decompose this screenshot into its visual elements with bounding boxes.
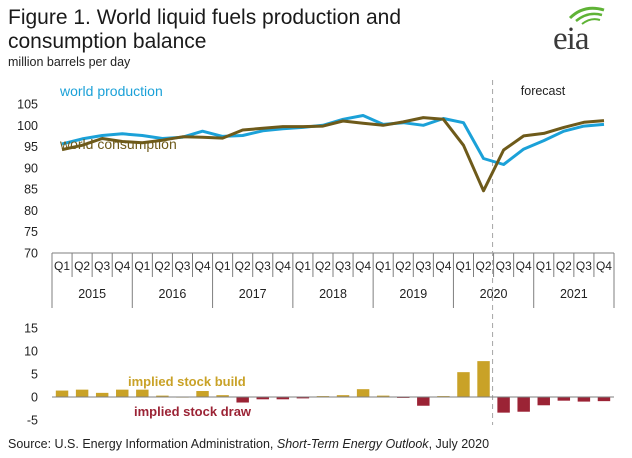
x-tick-label: Q1 (215, 259, 231, 273)
x-tick-label: Q1 (134, 259, 150, 273)
x-tick-label: Q3 (94, 259, 110, 273)
x-tick-label: Q3 (335, 259, 351, 273)
stock-build-bar (75, 389, 89, 397)
stock-build-bar (457, 372, 470, 397)
stock-draw-label: implied stock draw (134, 404, 252, 419)
stock-build-bar (477, 361, 490, 397)
stock-build-bar (55, 390, 69, 397)
y-axis-units: million barrels per day (8, 55, 131, 69)
stock-build-bar (356, 389, 370, 397)
stock-draw-bar (537, 397, 550, 406)
eia-logo: eia (540, 2, 626, 62)
y-tick-label: 70 (24, 247, 38, 261)
y-tick-label: 90 (24, 161, 38, 175)
x-tick-label: Q3 (496, 259, 512, 273)
stock-draw-bar (256, 397, 269, 400)
source-suffix: , July 2020 (428, 437, 490, 451)
x-tick-label: Q4 (195, 259, 211, 273)
stock-build-bar (196, 391, 209, 397)
y-tick-label: 95 (24, 140, 38, 154)
bar-y-tick-label: 10 (24, 345, 38, 359)
stock-build-bar (336, 395, 350, 397)
year-label: 2015 (78, 287, 106, 301)
year-label: 2019 (399, 287, 427, 301)
bar-y-tick-label: 5 (31, 368, 38, 382)
bar-y-tick-label: 0 (31, 391, 38, 405)
stock-draw-bar (236, 397, 249, 403)
x-tick-label: Q3 (174, 259, 190, 273)
x-tick-label: Q2 (154, 259, 170, 273)
logo-text: eia (553, 21, 589, 57)
stock-build-bar (216, 395, 229, 397)
year-label: 2016 (159, 287, 187, 301)
forecast-label: forecast (521, 84, 566, 98)
x-tick-label: Q2 (395, 259, 411, 273)
consumption-line (61, 116, 605, 193)
stock-build-bar (156, 395, 169, 397)
y-tick-label: 85 (24, 183, 38, 197)
stock-draw-bar (296, 397, 310, 399)
x-tick-label: Q4 (275, 259, 291, 273)
x-tick-label: Q4 (516, 259, 532, 273)
stock-draw-bar (276, 397, 290, 400)
x-tick-label: Q3 (255, 259, 271, 273)
x-tick-label: Q2 (235, 259, 251, 273)
chart-title: Figure 1. World liquid fuels production … (8, 6, 402, 53)
x-tick-label: Q4 (355, 259, 371, 273)
source-publication: Short-Term Energy Outlook (276, 437, 429, 451)
stock-draw-bar (497, 397, 510, 413)
logo-arcs-icon (568, 6, 605, 25)
x-tick-label: Q2 (556, 259, 572, 273)
bar-y-tick-label: -5 (27, 414, 38, 428)
x-tick-label: Q1 (536, 259, 552, 273)
stock-build-bar (376, 395, 390, 397)
x-tick-label: Q2 (74, 259, 90, 273)
source-note: Source: U.S. Energy Information Administ… (8, 437, 489, 451)
x-tick-label: Q1 (54, 259, 70, 273)
stock-draw-bar (597, 397, 611, 402)
year-label: 2017 (239, 287, 267, 301)
year-label: 2018 (319, 287, 347, 301)
year-label: 2021 (560, 287, 588, 301)
y-tick-label: 75 (24, 225, 38, 239)
stock-draw-bar (417, 397, 430, 406)
consumption-series-label: world consumption (59, 136, 177, 152)
x-tick-label: Q4 (114, 259, 130, 273)
stock-build-bar (136, 389, 149, 397)
x-tick-label: Q3 (415, 259, 431, 273)
stock-build-bar (95, 392, 109, 397)
y-tick-label: 80 (24, 204, 38, 218)
x-tick-label: Q4 (435, 259, 451, 273)
x-tick-label: Q2 (315, 259, 331, 273)
y-tick-label: 105 (17, 98, 38, 112)
stock-draw-bar (557, 397, 571, 401)
y-tick-label: 100 (17, 119, 38, 133)
x-tick-label: Q2 (476, 259, 492, 273)
production-series-label: world production (59, 83, 163, 99)
x-tick-label: Q1 (295, 259, 311, 273)
year-label: 2020 (480, 287, 508, 301)
x-tick-label: Q1 (455, 259, 471, 273)
stock-build-bar (116, 389, 129, 397)
stock-draw-bar (517, 397, 530, 412)
stock-draw-bar (577, 397, 591, 402)
bar-y-tick-label: 15 (24, 322, 38, 336)
stock-build-label: implied stock build (128, 374, 246, 389)
x-tick-label: Q3 (576, 259, 592, 273)
x-tick-label: Q1 (375, 259, 391, 273)
source-prefix: Source: U.S. Energy Information Administ… (8, 437, 277, 451)
x-tick-label: Q4 (596, 259, 612, 273)
